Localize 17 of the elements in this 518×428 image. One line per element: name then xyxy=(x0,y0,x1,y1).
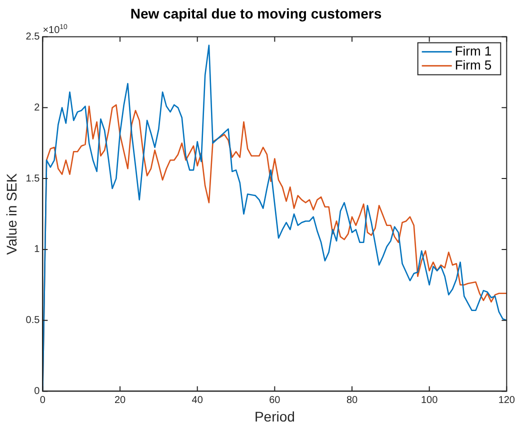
y-tick-label: 2 xyxy=(34,102,40,114)
x-tick-label: 60 xyxy=(269,394,281,406)
legend-label: Firm 1 xyxy=(454,43,492,58)
legend-label: Firm 5 xyxy=(454,57,492,72)
x-tick-label: 120 xyxy=(498,394,516,406)
y-tick-label: 1 xyxy=(34,244,40,256)
y-tick-label: 1.5 xyxy=(26,173,40,184)
x-axis-title: Period xyxy=(254,408,295,424)
x-tick-label: 100 xyxy=(420,394,438,406)
x-tick-label: 80 xyxy=(346,394,358,406)
chart-title: New capital due to moving customers xyxy=(130,5,382,22)
y-axis-title: Value in SEK xyxy=(3,172,20,255)
y-tick-label: 0 xyxy=(34,386,40,397)
y-tick-label: 0.5 xyxy=(26,315,40,326)
x-tick-label: 20 xyxy=(114,394,126,406)
y-tick-label: 2.5 xyxy=(26,32,40,43)
x-tick-label: 40 xyxy=(192,394,204,406)
